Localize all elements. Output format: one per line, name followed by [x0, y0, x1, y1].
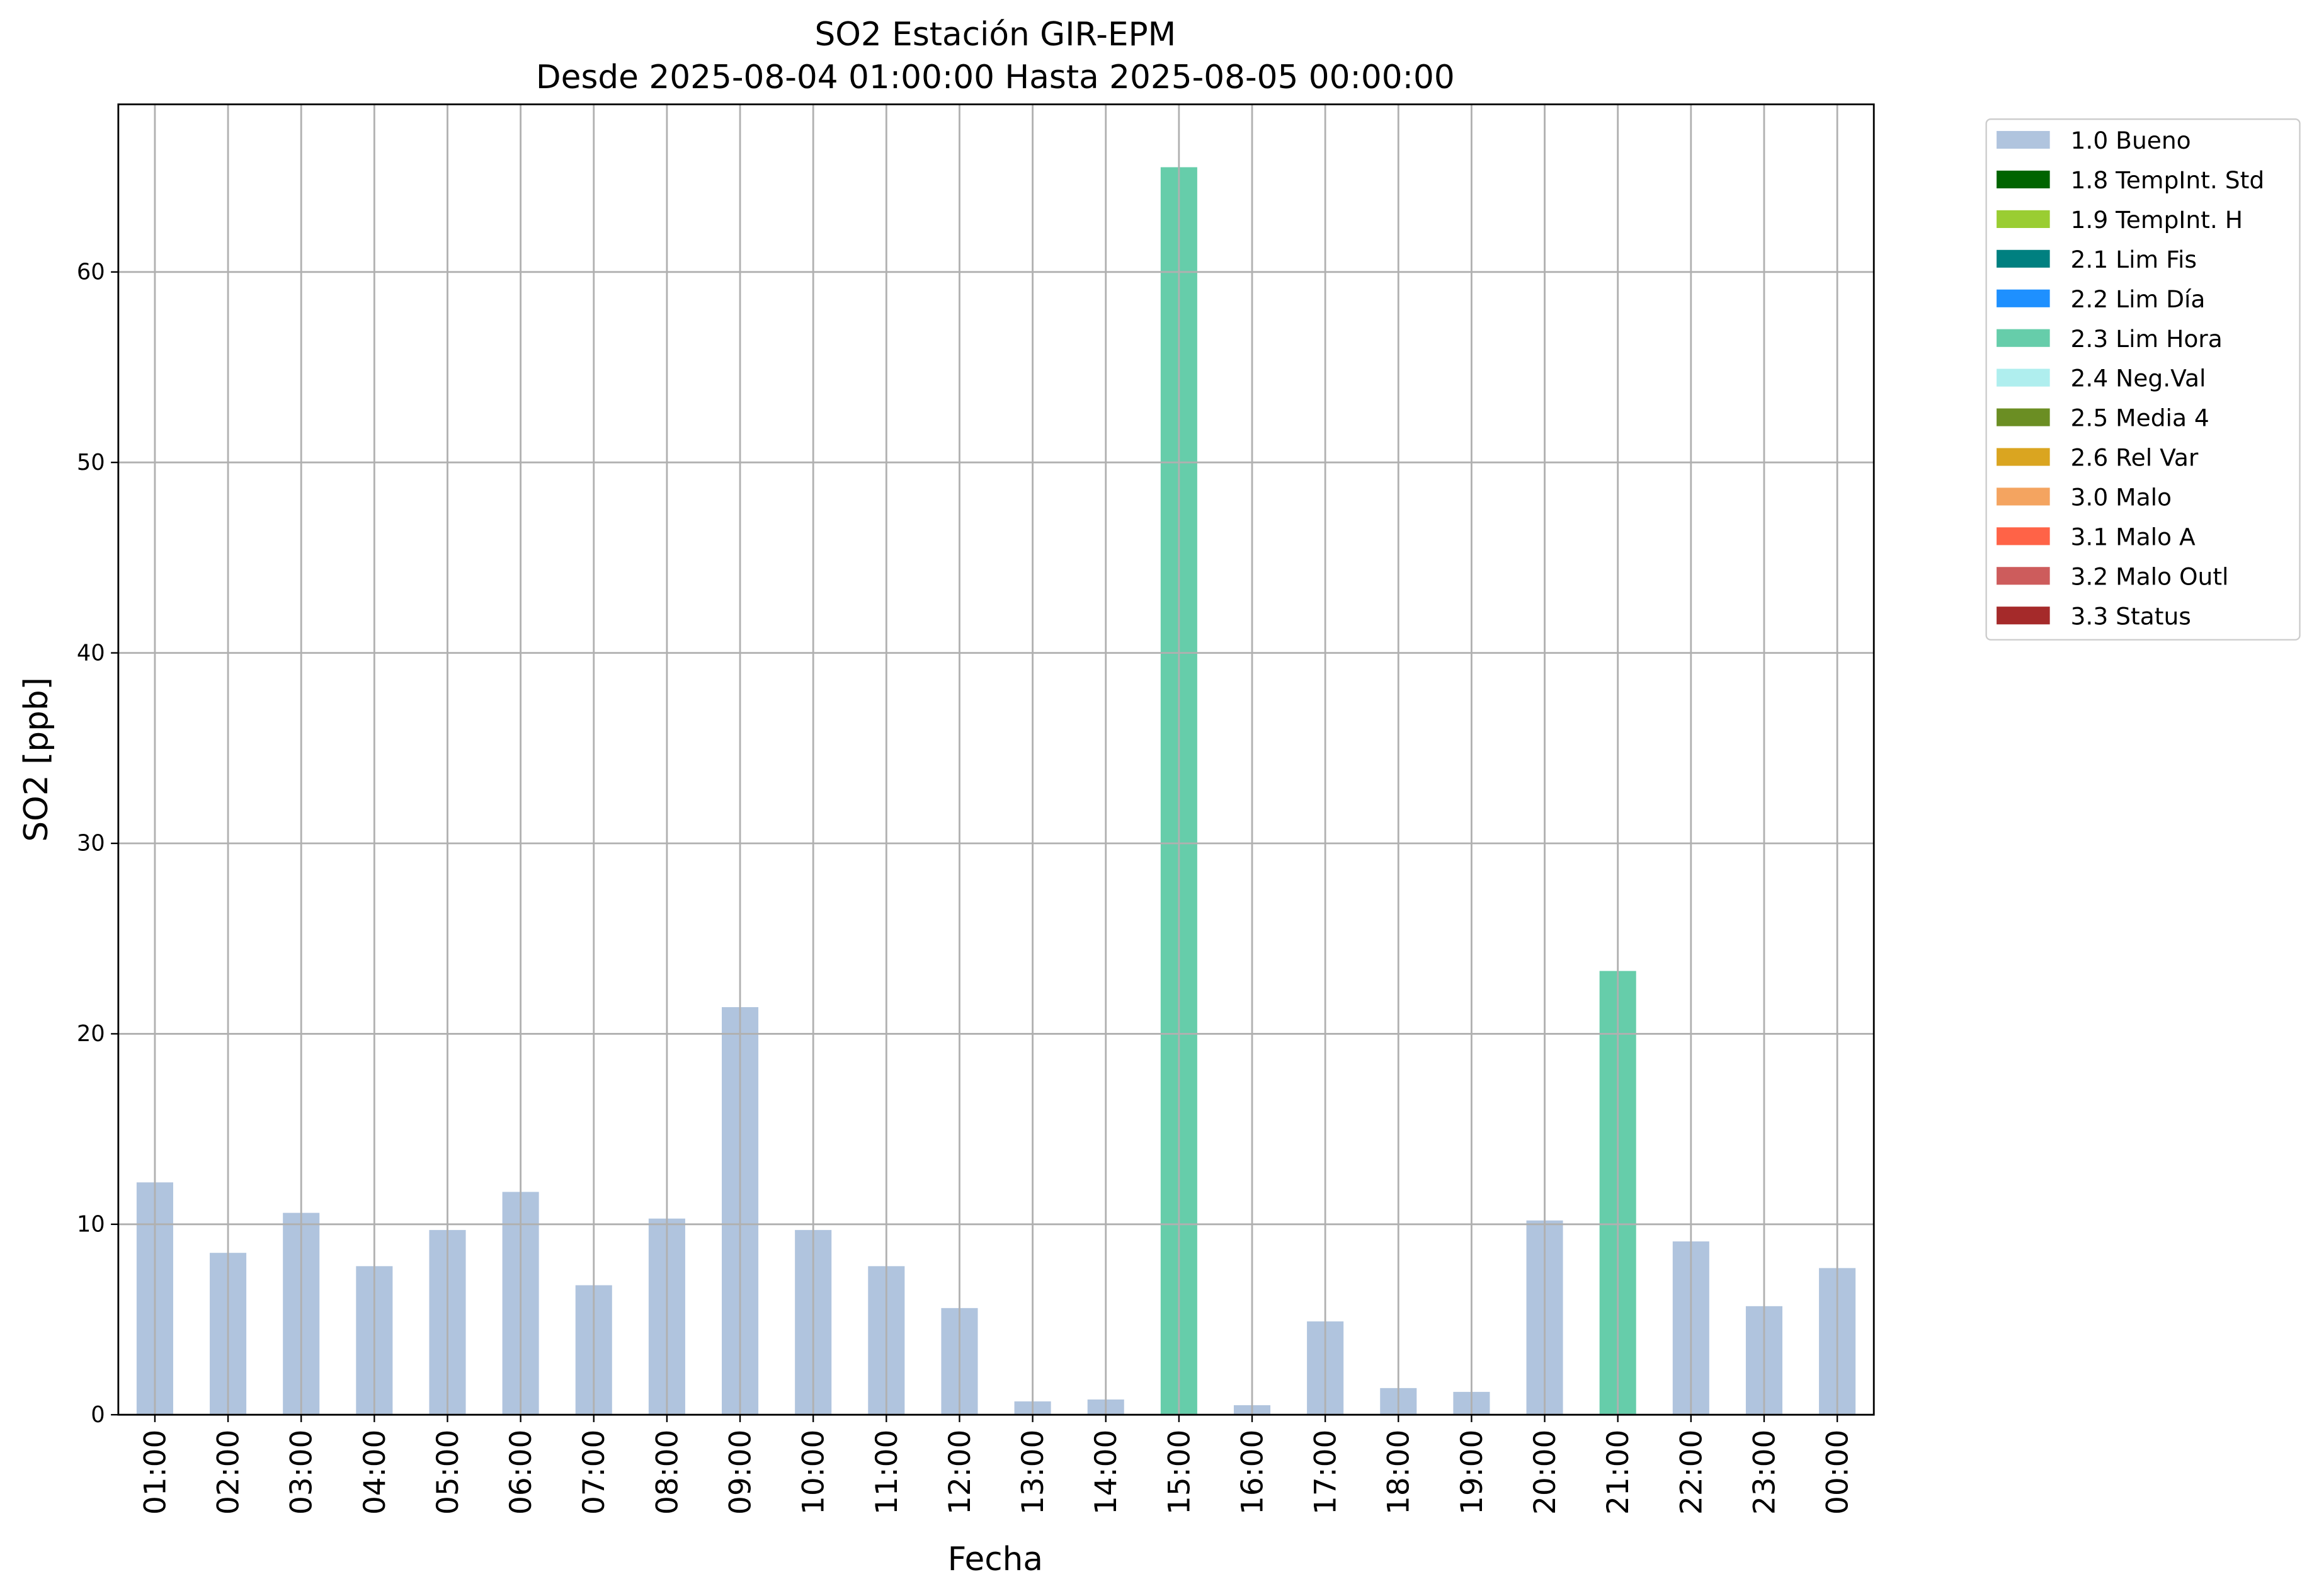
legend-label: 3.3 Status — [2071, 602, 2191, 630]
chart-subtitle: Desde 2025-08-04 01:00:00 Hasta 2025-08-… — [536, 59, 1455, 96]
x-tick-label: 13:00 — [1016, 1430, 1051, 1515]
x-tick-label: 11:00 — [870, 1430, 904, 1515]
x-tick-label: 19:00 — [1455, 1430, 1490, 1515]
legend-label: 2.1 Lim Fis — [2071, 246, 2197, 273]
x-tick-label: 04:00 — [358, 1430, 392, 1515]
y-tick-label: 20 — [77, 1021, 105, 1047]
x-tick-label: 01:00 — [138, 1430, 173, 1515]
legend-label: 1.0 Bueno — [2071, 127, 2191, 154]
x-tick-label: 08:00 — [650, 1430, 685, 1515]
plot-frame — [117, 103, 1875, 1416]
x-tick-label: 00:00 — [1821, 1430, 1855, 1515]
x-tick-label: 12:00 — [943, 1430, 977, 1515]
x-tick-label: 16:00 — [1235, 1430, 1270, 1515]
x-tick-label: 18:00 — [1382, 1430, 1416, 1515]
legend-label: 2.6 Rel Var — [2071, 444, 2199, 472]
legend-swatch — [1997, 487, 2050, 506]
legend-label: 2.4 Neg.Val — [2071, 365, 2206, 392]
x-tick-label: 06:00 — [504, 1430, 538, 1515]
legend-swatch — [1997, 210, 2050, 228]
x-axis-label: Fecha — [948, 1541, 1043, 1578]
y-tick-label: 50 — [77, 450, 105, 476]
y-tick-label: 30 — [77, 831, 105, 857]
x-tick-label: 14:00 — [1089, 1430, 1124, 1515]
legend-label: 3.0 Malo — [2071, 484, 2172, 511]
x-tick-label: 15:00 — [1162, 1430, 1197, 1515]
legend-swatch — [1997, 448, 2050, 466]
x-tick-label: 21:00 — [1601, 1430, 1636, 1515]
chart-title: SO2 Estación GIR-EPM — [814, 16, 1176, 54]
legend-label: 3.2 Malo Outl — [2071, 562, 2229, 590]
legend-label: 2.3 Lim Hora — [2071, 325, 2223, 353]
legend-swatch — [1997, 607, 2050, 625]
x-tick-label: 03:00 — [285, 1430, 319, 1515]
legend-swatch — [1997, 130, 2050, 149]
legend-swatch — [1997, 289, 2050, 307]
x-tick-label: 09:00 — [723, 1430, 758, 1515]
legend-label: 3.1 Malo A — [2071, 523, 2196, 550]
legend-box — [1985, 118, 2301, 641]
legend-label: 2.5 Media 4 — [2071, 404, 2209, 432]
y-tick-label: 60 — [77, 259, 105, 285]
y-tick-label: 0 — [91, 1402, 105, 1428]
x-tick-label: 02:00 — [212, 1430, 246, 1515]
y-tick-label: 40 — [77, 640, 105, 666]
legend-label: 1.9 TempInt. H — [2071, 206, 2243, 234]
legend-label: 2.2 Lim Día — [2071, 285, 2206, 313]
x-tick-label: 20:00 — [1528, 1430, 1563, 1515]
y-tick-label: 10 — [77, 1212, 105, 1238]
legend-swatch — [1997, 408, 2050, 426]
x-tick-label: 22:00 — [1674, 1430, 1709, 1515]
legend-swatch — [1997, 329, 2050, 347]
x-tick-label: 10:00 — [797, 1430, 831, 1515]
x-tick-label: 07:00 — [577, 1430, 612, 1515]
y-axis-label: SO2 [ppb] — [18, 677, 55, 841]
x-tick-label: 17:00 — [1309, 1430, 1343, 1515]
x-tick-label: 23:00 — [1747, 1430, 1782, 1515]
legend-swatch — [1997, 527, 2050, 545]
legend-swatch — [1997, 567, 2050, 585]
legend-label: 1.8 TempInt. Std — [2071, 166, 2265, 194]
x-tick-label: 05:00 — [431, 1430, 465, 1515]
legend-swatch — [1997, 249, 2050, 268]
legend-swatch — [1997, 170, 2050, 189]
legend-swatch — [1997, 368, 2050, 387]
